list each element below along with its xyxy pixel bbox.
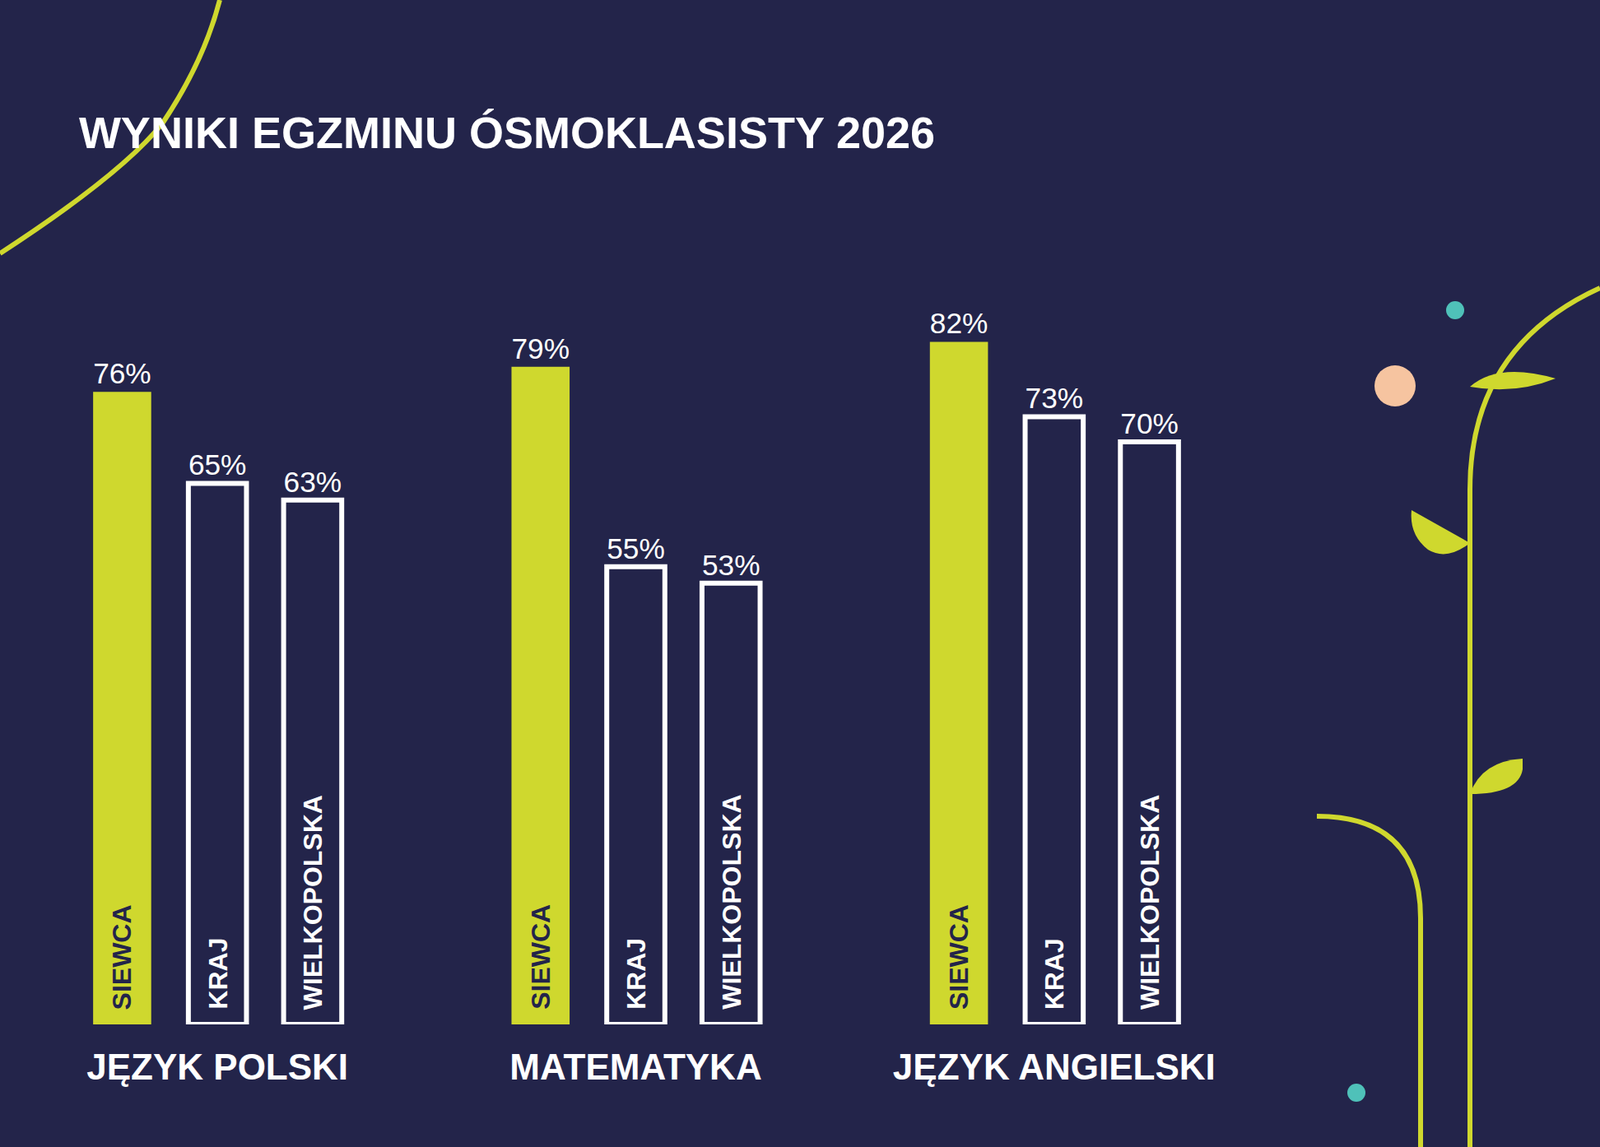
svg-text:79%: 79% [511,332,570,365]
svg-text:55%: 55% [606,532,666,565]
svg-text:KRAJ: KRAJ [621,938,652,1010]
svg-text:WIELKOPOLSKA: WIELKOPOLSKA [1134,795,1165,1010]
svg-text:63%: 63% [283,465,343,498]
svg-text:JĘZYK POLSKI: JĘZYK POLSKI [86,1046,349,1088]
svg-text:70%: 70% [1120,407,1179,440]
svg-text:KRAJ: KRAJ [203,938,233,1010]
svg-text:KRAJ: KRAJ [1039,938,1070,1010]
svg-text:SIEWCA: SIEWCA [944,904,974,1010]
svg-text:SIEWCA: SIEWCA [106,904,137,1010]
svg-text:WIELKOPOLSKA: WIELKOPOLSKA [716,794,747,1010]
svg-text:JĘZYK ANGIELSKI: JĘZYK ANGIELSKI [893,1046,1216,1088]
svg-text:82%: 82% [930,306,989,340]
svg-text:SIEWCA: SIEWCA [525,904,556,1010]
svg-text:73%: 73% [1025,381,1084,414]
svg-text:MATEMATYKA: MATEMATYKA [509,1046,762,1088]
svg-text:WIELKOPOLSKA: WIELKOPOLSKA [297,795,328,1010]
svg-text:76%: 76% [93,357,152,390]
svg-text:WYNIKI EGZMINU ÓSMOKLASISTY 20: WYNIKI EGZMINU ÓSMOKLASISTY 2026 [79,107,935,158]
svg-text:65%: 65% [188,448,247,481]
svg-text:53%: 53% [702,548,761,582]
